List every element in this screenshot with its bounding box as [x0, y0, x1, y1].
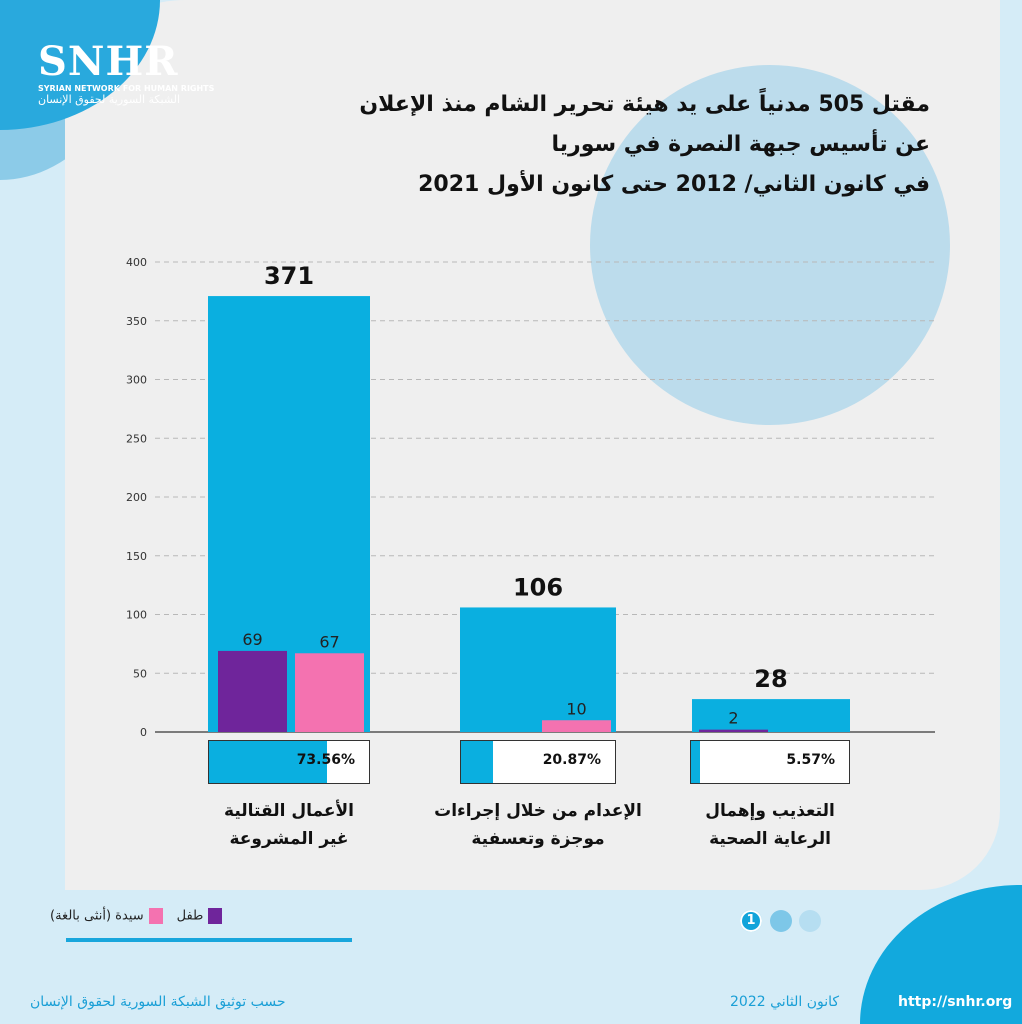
- legend-item-child: طفل: [177, 908, 223, 924]
- percent-label: 73.56%: [296, 752, 355, 768]
- y-tick-label: 0: [140, 726, 147, 739]
- percent-label: 5.57%: [786, 752, 835, 768]
- y-tick-label: 300: [126, 374, 147, 387]
- sub-bar-woman: [542, 720, 611, 732]
- title-line: عن تأسيس جبهة النصرة في سوريا: [551, 132, 930, 157]
- title-line: في كانون الثاني/ 2012 حتى كانون الأول 20…: [418, 172, 930, 197]
- page-title: مقتل 505 مدنياً على يد هيئة تحرير الشام …: [230, 85, 930, 205]
- y-tick-label: 50: [133, 667, 147, 680]
- source-note: حسب توثيق الشبكة السورية لحقوق الإنسان: [30, 994, 286, 1010]
- total-label: 106: [513, 573, 563, 601]
- percent-fill: [461, 741, 494, 783]
- sub-bar-child: [218, 650, 287, 732]
- legend-swatch: [208, 908, 223, 924]
- category-label: الأعمال القتالية غير المشروعة: [169, 797, 409, 853]
- snhr-logo: SNHR SYRIAN NETWORK FOR HUMAN RIGHTS الش…: [38, 38, 215, 107]
- category-label: التعذيب وإهمال الرعاية الصحية: [650, 797, 890, 853]
- percent-label: 20.87%: [542, 752, 601, 768]
- total-bar: [692, 699, 850, 732]
- logo-text: SNHR: [38, 38, 179, 85]
- category-line: موجزة وتعسفية: [471, 829, 605, 849]
- percent-bar: 73.56%: [208, 740, 370, 784]
- decor-circle: [590, 65, 950, 425]
- y-tick-label: 100: [126, 609, 147, 622]
- y-tick-label: 400: [126, 256, 147, 269]
- page-dot[interactable]: [770, 910, 792, 932]
- category-label: الإعدام من خلال إجراءات موجزة وتعسفية: [418, 797, 658, 853]
- percent-fill: [209, 741, 327, 783]
- percent-fill: [691, 741, 700, 783]
- percent-bar: 20.87%: [460, 740, 616, 784]
- percent-bar: 5.57%: [690, 740, 850, 784]
- legend: طفل سيدة (أنثى بالغة): [50, 908, 223, 924]
- sub-bar-label: 10: [566, 699, 586, 718]
- divider: [66, 938, 352, 942]
- logo-arabic: الشبكة السورية لحقوق الإنسان: [38, 93, 181, 106]
- legend-label: طفل: [176, 908, 204, 924]
- legend-item-woman: سيدة (أنثى بالغة): [50, 908, 163, 924]
- category-line: الرعاية الصحية: [709, 829, 831, 849]
- date-label: كانون الثاني 2022: [730, 994, 840, 1010]
- legend-label: سيدة (أنثى بالغة): [50, 908, 144, 924]
- total-bar: [460, 607, 616, 732]
- category-line: التعذيب وإهمال: [705, 801, 835, 821]
- website-link[interactable]: http://snhr.org: [898, 994, 1013, 1010]
- sub-bar-label: 67: [319, 632, 339, 651]
- category-line: غير المشروعة: [229, 829, 349, 849]
- legend-swatch: [148, 908, 163, 924]
- y-tick-label: 200: [126, 491, 147, 504]
- page-dot[interactable]: [799, 910, 821, 932]
- logo-english: SYRIAN NETWORK FOR HUMAN RIGHTS: [38, 84, 215, 93]
- sub-bar-woman: [295, 653, 364, 732]
- sub-bar-label: 69: [242, 630, 262, 649]
- total-label: 28: [754, 665, 787, 693]
- y-tick-label: 150: [126, 550, 147, 563]
- page-dot-active[interactable]: 1: [740, 910, 762, 932]
- sub-bar-label: 2: [728, 709, 738, 728]
- bar-chart: 0 50 100 150 200 250 300 350 400 371 69 67 106 10 28 2: [126, 256, 935, 739]
- category-line: الأعمال القتالية: [224, 801, 354, 821]
- y-tick-label: 250: [126, 432, 147, 445]
- title-line: مقتل 505 مدنياً على يد هيئة تحرير الشام …: [359, 92, 930, 117]
- sub-bar-child: [699, 729, 768, 732]
- category-line: الإعدام من خلال إجراءات: [434, 801, 642, 821]
- total-label: 371: [264, 262, 314, 290]
- y-tick-label: 350: [126, 315, 147, 328]
